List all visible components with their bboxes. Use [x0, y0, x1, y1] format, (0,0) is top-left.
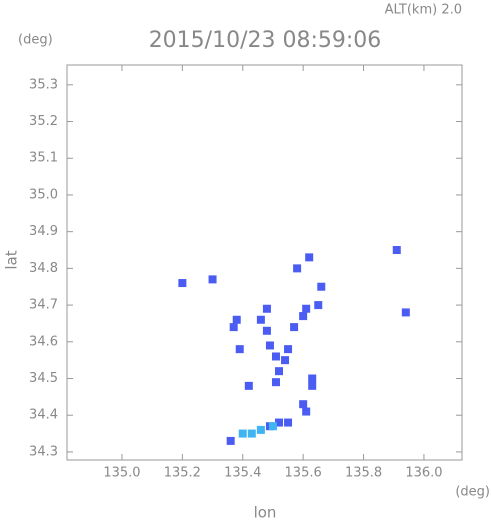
echo-cell — [274, 367, 283, 376]
echo-cell — [308, 381, 317, 390]
y-tick-label: 34.5 — [29, 371, 58, 386]
altitude-label: ALT(km) 2.0 — [385, 3, 462, 18]
echo-cell — [256, 315, 265, 324]
echo-cell — [262, 304, 271, 313]
echo-cell — [302, 407, 311, 416]
echo-cell — [265, 341, 274, 350]
echo-cell — [299, 312, 308, 321]
echo-cell — [401, 308, 410, 317]
echo-cell — [244, 381, 253, 390]
y-tick-label: 35.1 — [29, 151, 58, 166]
echo-cell — [238, 429, 247, 438]
echo-cell — [284, 418, 293, 427]
echo-cell — [247, 429, 256, 438]
echo-cell — [271, 378, 280, 387]
y-tick-label: 35.2 — [29, 114, 58, 129]
y-tick-label: 34.6 — [29, 334, 58, 349]
echo-cell — [274, 418, 283, 427]
y-tick-label: 35.0 — [29, 187, 58, 202]
x-tick-label: 135.0 — [103, 466, 140, 481]
echo-cell — [256, 425, 265, 434]
echo-cell — [317, 282, 326, 291]
echo-cell — [232, 315, 241, 324]
echo-cell — [284, 345, 293, 354]
echo-cell — [299, 400, 308, 409]
echo-cell — [262, 326, 271, 335]
y-tick-label: 34.3 — [29, 444, 58, 459]
y-tick-label: 34.4 — [29, 408, 58, 423]
x-tick-label: 135.4 — [224, 466, 261, 481]
y-tick-label: 35.3 — [29, 77, 58, 92]
echo-cell — [268, 422, 277, 431]
echo-cell — [392, 246, 401, 255]
echo-cell — [229, 323, 238, 332]
y-unit: (deg) — [18, 33, 53, 48]
x-tick-label: 136.0 — [405, 466, 442, 481]
echo-cell — [302, 304, 311, 313]
plot-frame — [66, 64, 463, 461]
echo-cell — [271, 352, 280, 361]
echo-cell — [226, 436, 235, 445]
x-axis-label: lon — [254, 504, 277, 521]
echo-cell — [208, 275, 217, 284]
echo-cell — [281, 356, 290, 365]
echo-cell — [308, 374, 317, 383]
y-tick-label: 34.7 — [29, 298, 58, 313]
echo-cell — [235, 345, 244, 354]
chart-title: 2015/10/23 08:59:06 — [149, 28, 382, 53]
echo-cell — [314, 301, 323, 310]
echo-cell — [290, 323, 299, 332]
echo-cell — [305, 253, 314, 262]
x-tick-label: 135.6 — [285, 466, 322, 481]
x-tick-label: 135.8 — [345, 466, 382, 481]
y-tick-label: 34.9 — [29, 224, 58, 239]
echo-cell — [293, 264, 302, 273]
y-tick-label: 34.8 — [29, 261, 58, 276]
x-tick-label: 135.2 — [164, 466, 201, 481]
x-unit: (deg) — [455, 485, 490, 500]
echo-cell — [178, 279, 187, 288]
y-axis-label: lat — [3, 250, 21, 269]
